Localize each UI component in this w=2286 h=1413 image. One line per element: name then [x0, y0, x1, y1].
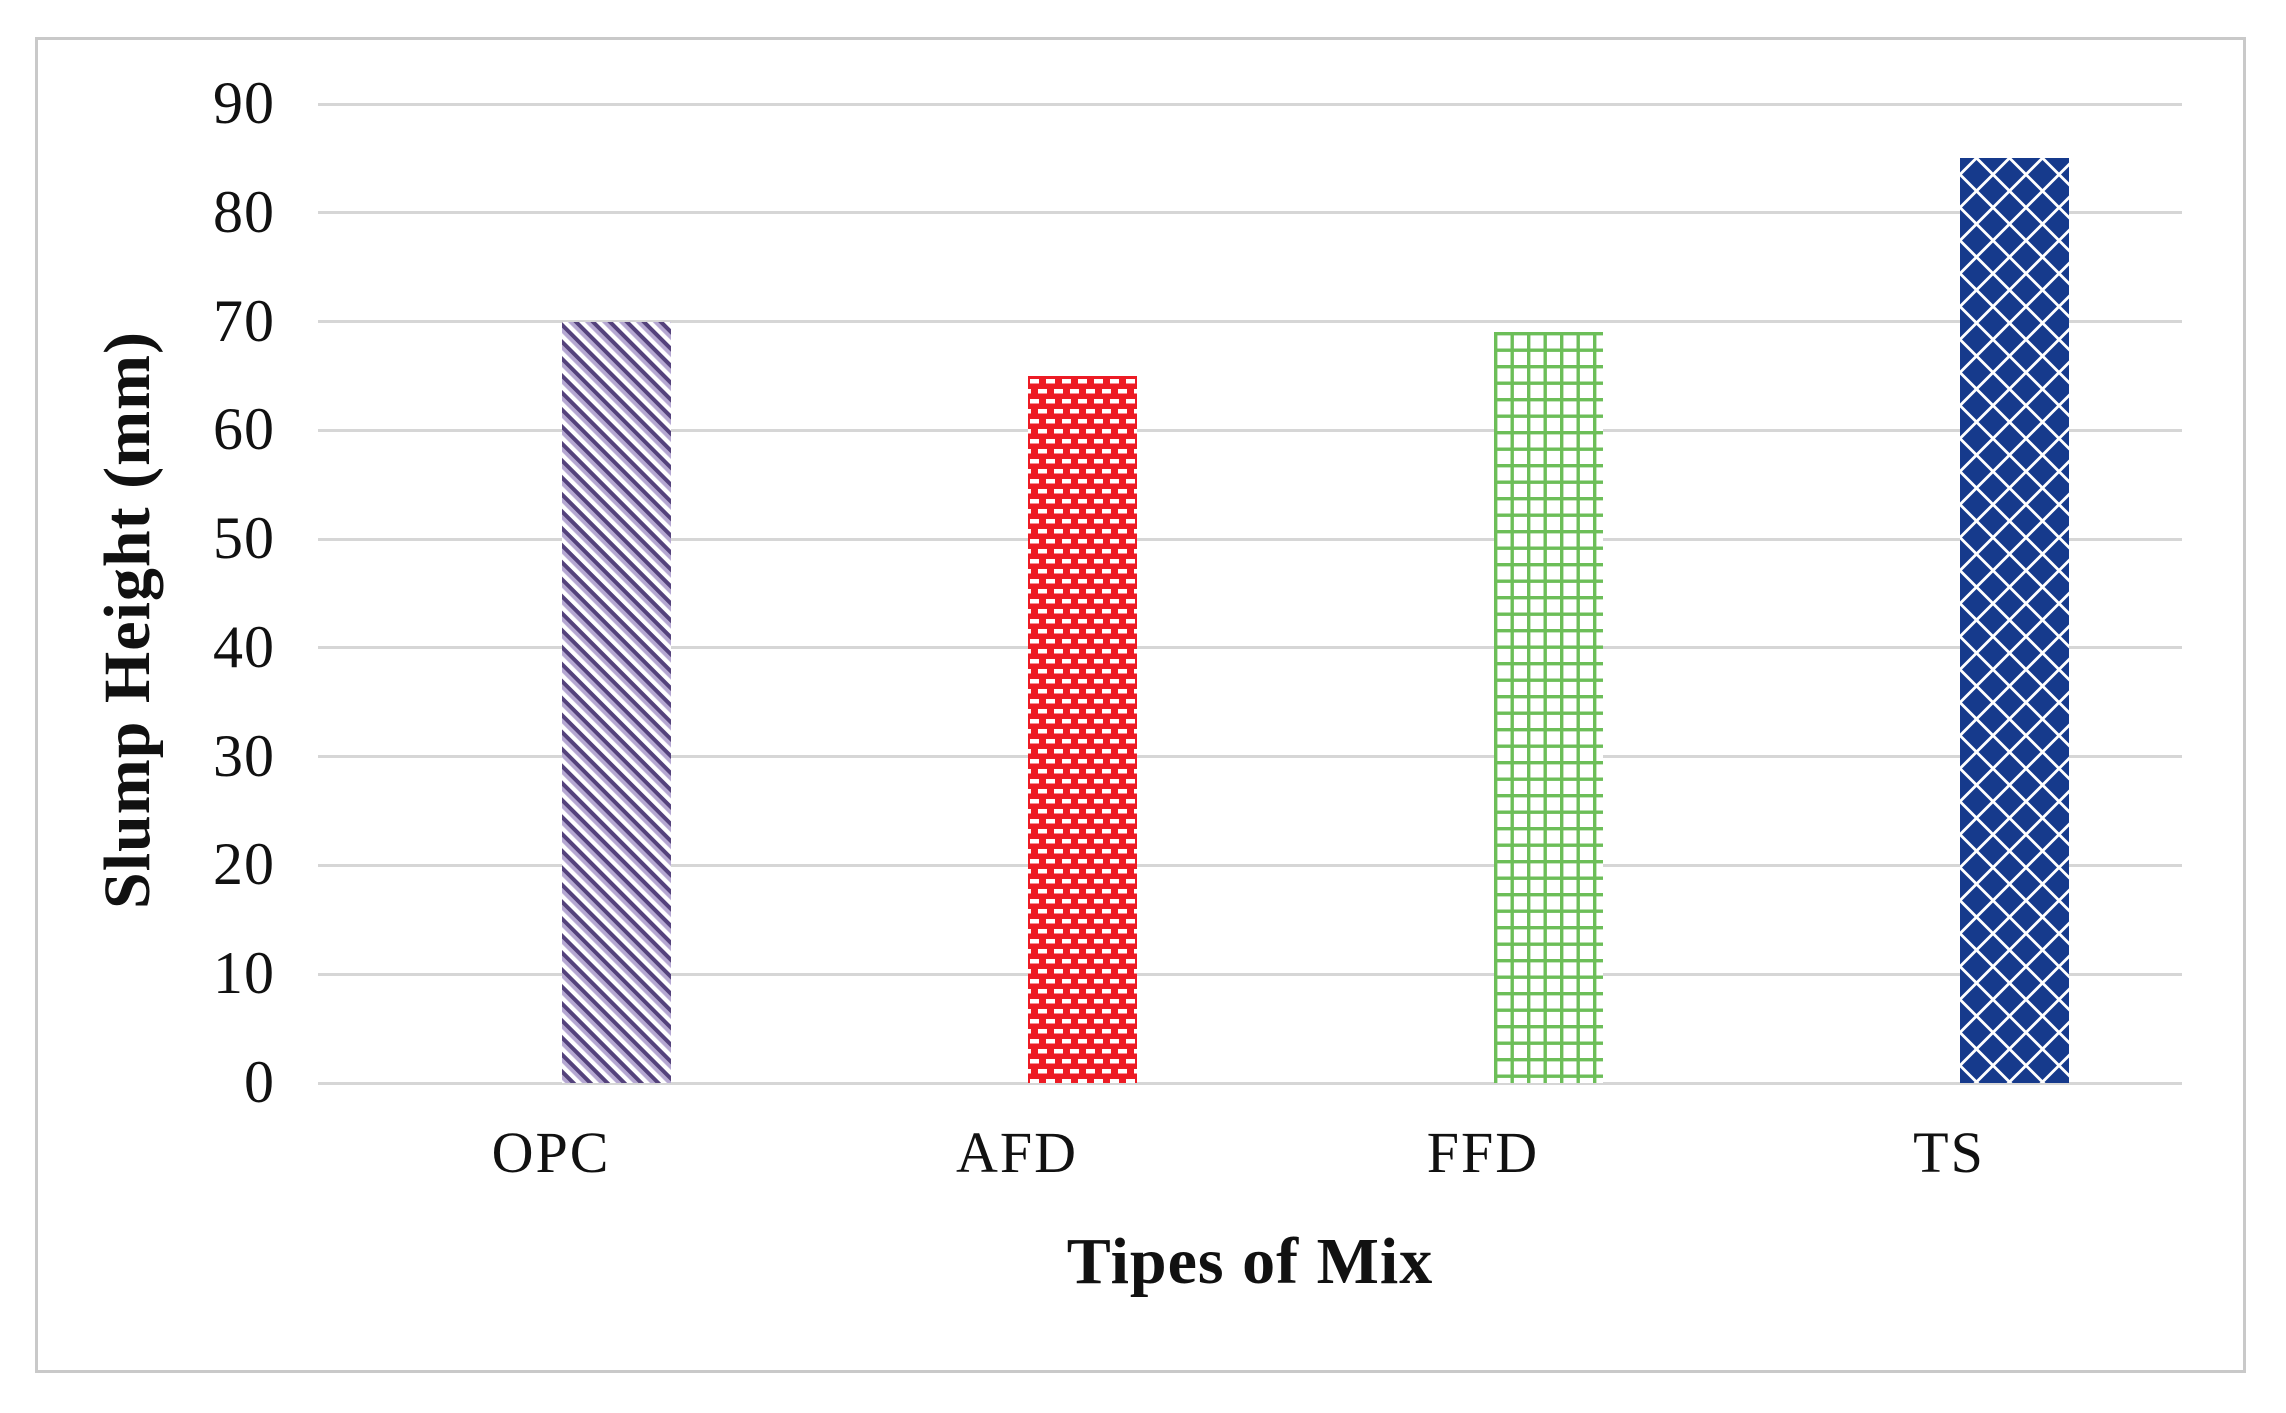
- gridline-60: [318, 428, 2182, 432]
- chart-outer-border: [35, 37, 2246, 1373]
- y-tick-label-90: 90: [213, 69, 275, 136]
- y-tick-label-30: 30: [213, 722, 275, 789]
- bar-afd: [1028, 376, 1137, 1083]
- y-tick-label-20: 20: [213, 831, 275, 898]
- bar-afd-pattern-fill: [1028, 376, 1137, 1083]
- plot-area: [318, 102, 2182, 1085]
- y-tick-label-10: 10: [213, 940, 275, 1007]
- gridline-80: [318, 211, 2182, 215]
- y-tick-label-70: 70: [213, 287, 275, 354]
- gridline-90: [318, 102, 2182, 106]
- bar-opc: [562, 322, 671, 1083]
- x-tick-label-afd: AFD: [955, 1120, 1079, 1185]
- bar-ffd: [1494, 332, 1603, 1083]
- gridline-50: [318, 537, 2182, 541]
- bar-ts: [1960, 158, 2069, 1083]
- bar-ts-pattern-fill: [1960, 158, 2069, 1083]
- x-tick-label-opc: OPC: [491, 1120, 611, 1185]
- bar-opc-pattern-fill: [562, 322, 671, 1083]
- y-tick-label-0: 0: [244, 1048, 275, 1115]
- gridline-0: [318, 1081, 2182, 1085]
- gridline-20: [318, 863, 2182, 867]
- bar-ffd-pattern-fill: [1494, 332, 1603, 1083]
- gridline-70: [318, 320, 2182, 324]
- y-tick-label-60: 60: [213, 396, 275, 463]
- y-tick-label-80: 80: [213, 178, 275, 245]
- y-tick-label-40: 40: [213, 613, 275, 680]
- x-tick-label-ffd: FFD: [1426, 1120, 1540, 1185]
- gridline-40: [318, 646, 2182, 650]
- x-axis-title: Tipes of Mix: [1066, 1225, 1434, 1298]
- gridline-30: [318, 755, 2182, 759]
- x-tick-label-ts: TS: [1913, 1120, 1985, 1185]
- bars-group: [318, 104, 2182, 1083]
- gridline-10: [318, 972, 2182, 976]
- y-tick-label-50: 50: [213, 504, 275, 571]
